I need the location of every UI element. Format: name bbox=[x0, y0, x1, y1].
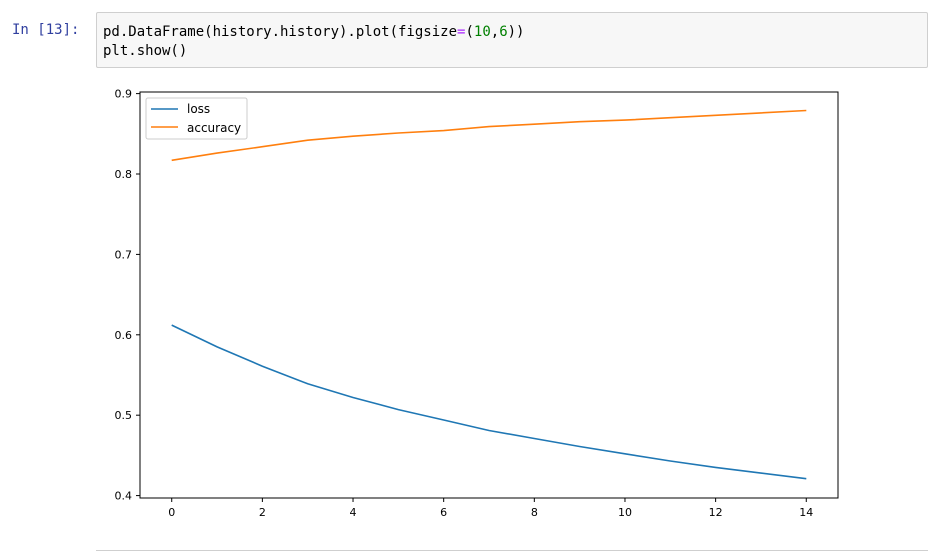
series-layer bbox=[171, 109, 807, 480]
code-number: 10 bbox=[473, 24, 491, 40]
y-tick-label: 0.7 bbox=[115, 248, 133, 261]
code-token: ( bbox=[465, 24, 474, 40]
code-token: )) bbox=[507, 24, 525, 40]
x-tick-label: 14 bbox=[799, 506, 813, 519]
code-token: pd.DataFrame(history.history).plot(figsi… bbox=[103, 24, 458, 40]
x-tick-label: 2 bbox=[259, 506, 266, 519]
line-chart: 0.4 0.5 0.6 0.7 0.8 0.9 0 2 4 6 8 10 12 14 loss accu… bbox=[115, 88, 839, 519]
code-line-2: plt.show() bbox=[103, 43, 188, 59]
code-operator: = bbox=[457, 24, 466, 40]
series-line-accuracy bbox=[171, 109, 807, 162]
code-cell-input[interactable]: pd.DataFrame(history.history).plot(figsi… bbox=[96, 12, 928, 68]
plot-frame bbox=[139, 91, 839, 499]
x-tick-label: 6 bbox=[440, 506, 447, 519]
cell-prompt: In [13]: bbox=[12, 22, 80, 38]
x-tick-label: 8 bbox=[531, 506, 538, 519]
y-tick-label: 0.8 bbox=[115, 168, 133, 181]
y-tick-label: 0.5 bbox=[115, 409, 133, 422]
legend-label-loss: loss bbox=[187, 102, 210, 116]
x-tick-label: 12 bbox=[709, 506, 723, 519]
x-tick-label: 0 bbox=[168, 506, 175, 519]
plot-area bbox=[140, 92, 838, 498]
code-number: 6 bbox=[499, 24, 508, 40]
series-line-loss bbox=[171, 324, 807, 480]
next-cell-border bbox=[96, 550, 928, 560]
legend: loss accuracy bbox=[145, 97, 248, 140]
x-axis-ticks: 0 2 4 6 8 10 12 14 bbox=[168, 498, 813, 519]
x-tick-label: 10 bbox=[618, 506, 632, 519]
code-token: , bbox=[490, 24, 500, 40]
y-tick-label: 0.6 bbox=[115, 329, 133, 342]
y-axis-ticks: 0.4 0.5 0.6 0.7 0.8 0.9 bbox=[115, 88, 140, 503]
x-tick-label: 4 bbox=[350, 506, 357, 519]
y-tick-label: 0.9 bbox=[115, 88, 133, 101]
legend-label-accuracy: accuracy bbox=[187, 121, 241, 135]
y-tick-label: 0.4 bbox=[115, 490, 133, 503]
code-line-1: pd.DataFrame(history.history).plot(figsi… bbox=[103, 23, 927, 42]
